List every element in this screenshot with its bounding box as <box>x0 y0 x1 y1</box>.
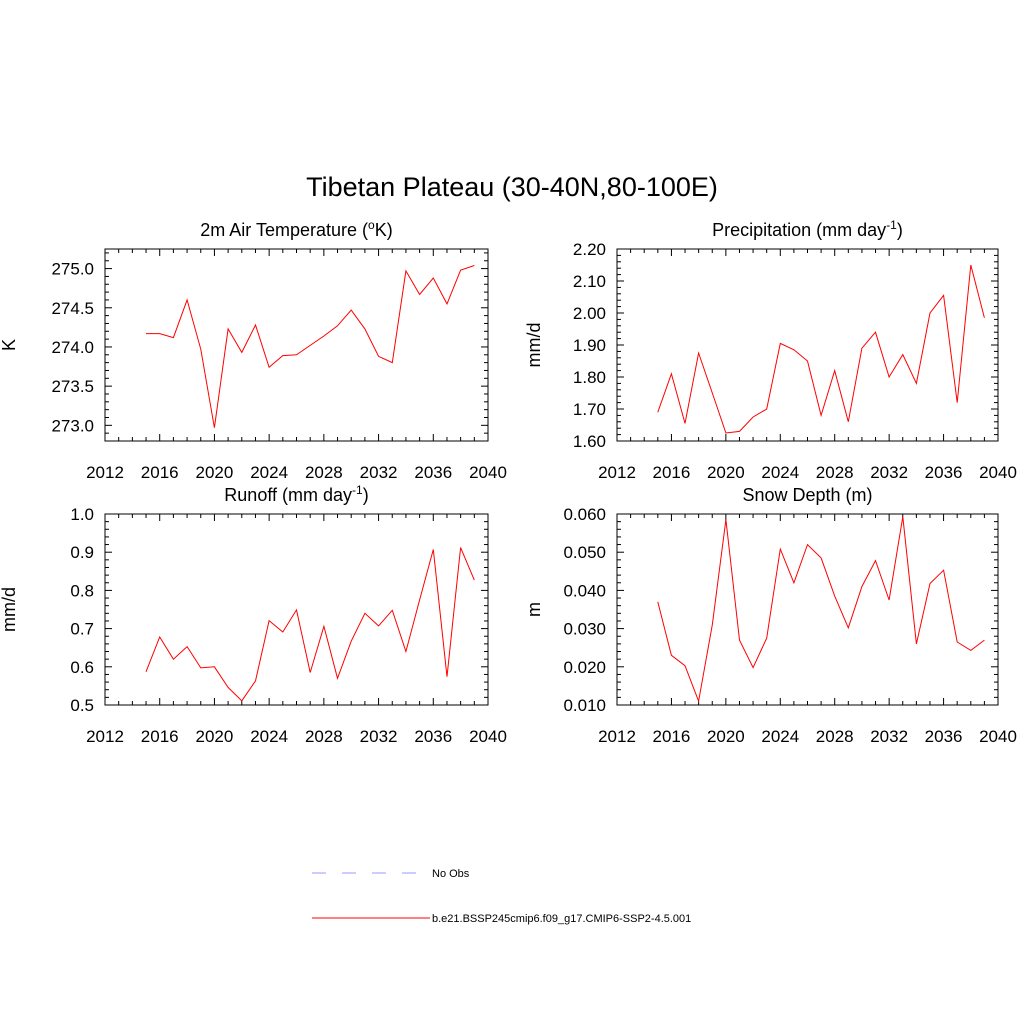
y-axis-label: K <box>0 339 19 351</box>
x-tick-label: 2012 <box>598 463 636 482</box>
panels: 2012 2016 2020 2024 2028 2032 2036 2040 273.0 273… <box>0 218 1017 746</box>
panel-title: 2m Air Temperature (oK) <box>200 218 392 240</box>
plot-frame <box>616 248 999 442</box>
panel-title-tail: ) <box>897 220 903 240</box>
series-line <box>657 516 985 704</box>
x-tick-label: 2012 <box>86 463 124 482</box>
axis-ticks <box>616 513 999 706</box>
x-tick-label: 2020 <box>196 727 234 746</box>
y-axis-label: mm/d <box>0 587 19 632</box>
y-tick-label: 274.5 <box>51 299 94 318</box>
x-tick-label: 2020 <box>707 463 745 482</box>
series-line <box>146 265 475 428</box>
x-tick-label: 2036 <box>925 463 963 482</box>
y-tick-label: 2.10 <box>573 272 606 291</box>
panel-title: Precipitation (mm day-1) <box>712 218 903 240</box>
y-tick-label: 0.060 <box>563 505 606 524</box>
plot-frame <box>616 513 999 706</box>
y-tick-label: 0.9 <box>70 543 94 562</box>
panel-air-temperature: 2012 2016 2020 2024 2028 2032 2036 2040 273.0 273… <box>0 218 507 482</box>
panel-title-main: Precipitation (mm day <box>712 220 886 240</box>
panel-title-main: Snow Depth (m) <box>742 485 872 505</box>
panel-runoff: 2012 2016 2020 2024 2028 2032 2036 2040 0.5 0.6 0.… <box>0 483 507 746</box>
y-tick-label: 0.6 <box>70 658 94 677</box>
x-tick-label: 2016 <box>653 463 691 482</box>
x-tick-label: 2036 <box>414 463 452 482</box>
x-tick-label: 2032 <box>360 727 398 746</box>
y-tick-label: 0.7 <box>70 620 94 639</box>
x-tick-label: 2028 <box>816 727 854 746</box>
x-tick-label: 2032 <box>360 463 398 482</box>
figure-title: Tibetan Plateau (30-40N,80-100E) <box>306 172 718 202</box>
x-tick-label: 2028 <box>305 463 343 482</box>
y-tick-label: 0.5 <box>70 696 94 715</box>
y-tick-label: 1.60 <box>573 432 606 451</box>
panel-title-sup: o <box>368 218 375 232</box>
y-tick-label: 2.20 <box>573 240 606 259</box>
y-tick-label: 1.70 <box>573 400 606 419</box>
panel-title-sup: -1 <box>352 483 363 497</box>
x-tick-label: 2024 <box>250 463 288 482</box>
x-tick-label: 2016 <box>141 463 179 482</box>
y-tick-label: 0.030 <box>563 620 606 639</box>
y-tick-label: 1.90 <box>573 336 606 355</box>
axis-ticks <box>616 248 999 442</box>
y-tick-label: 273.0 <box>51 416 94 435</box>
x-tick-label: 2036 <box>414 727 452 746</box>
y-tick-label: 1.80 <box>573 368 606 387</box>
y-tick-label: 274.0 <box>51 338 94 357</box>
x-tick-label: 2024 <box>761 463 799 482</box>
panel-title-tail: ) <box>363 485 369 505</box>
panel-precipitation: 2012 2016 2020 2024 2028 2032 2036 2040 1.60 1.70… <box>524 218 1017 482</box>
legend-label-model: b.e21.BSSP245cmip6.f09_g17.CMIP6-SSP2-4.… <box>432 913 691 925</box>
y-tick-label: 0.8 <box>70 581 94 600</box>
y-axis-label: m <box>524 602 544 617</box>
x-tick-label: 2020 <box>196 463 234 482</box>
axis-ticks <box>104 513 489 706</box>
x-tick-label: 2012 <box>86 727 124 746</box>
y-tick-label: 0.010 <box>563 696 606 715</box>
series-line <box>657 264 985 434</box>
x-tick-label: 2016 <box>141 727 179 746</box>
plot-frame <box>104 248 489 442</box>
series-line <box>145 547 475 702</box>
x-tick-label: 2028 <box>816 463 854 482</box>
panel-title-main: Runoff (mm day <box>224 485 352 505</box>
y-axis-label: mm/d <box>524 323 544 368</box>
x-tick-label: 2040 <box>469 463 507 482</box>
y-tick-label: 0.040 <box>563 581 606 600</box>
legend-label-no-obs: No Obs <box>432 868 470 880</box>
x-tick-label: 2040 <box>469 727 507 746</box>
y-tick-label: 0.020 <box>563 658 606 677</box>
panel-title-sup: -1 <box>886 218 897 232</box>
x-tick-label: 2020 <box>707 727 745 746</box>
panel-title-main: 2m Air Temperature ( <box>200 220 368 240</box>
panel-title: Runoff (mm day-1) <box>224 483 368 505</box>
panel-title: Snow Depth (m) <box>742 485 872 505</box>
x-tick-label: 2036 <box>925 727 963 746</box>
x-tick-label: 2012 <box>598 727 636 746</box>
y-tick-label: 1.0 <box>70 505 94 524</box>
x-tick-label: 2032 <box>870 463 908 482</box>
x-tick-label: 2032 <box>870 727 908 746</box>
y-tick-label: 273.5 <box>51 377 94 396</box>
x-tick-label: 2040 <box>979 463 1017 482</box>
legend: No Obs b.e21.BSSP245cmip6.f09_g17.CMIP6-… <box>312 868 691 925</box>
panel-title-tail: K) <box>375 220 393 240</box>
x-tick-label: 2024 <box>761 727 799 746</box>
x-tick-label: 2024 <box>250 727 288 746</box>
y-tick-label: 275.0 <box>51 260 94 279</box>
x-tick-label: 2040 <box>979 727 1017 746</box>
x-tick-label: 2016 <box>653 727 691 746</box>
y-tick-label: 0.050 <box>563 543 606 562</box>
panel-snow-depth: 2012 2016 2020 2024 2028 2032 2036 2040 0.010 0.0… <box>524 485 1017 746</box>
axis-ticks <box>104 249 489 442</box>
x-tick-label: 2028 <box>305 727 343 746</box>
y-tick-label: 2.00 <box>573 304 606 323</box>
